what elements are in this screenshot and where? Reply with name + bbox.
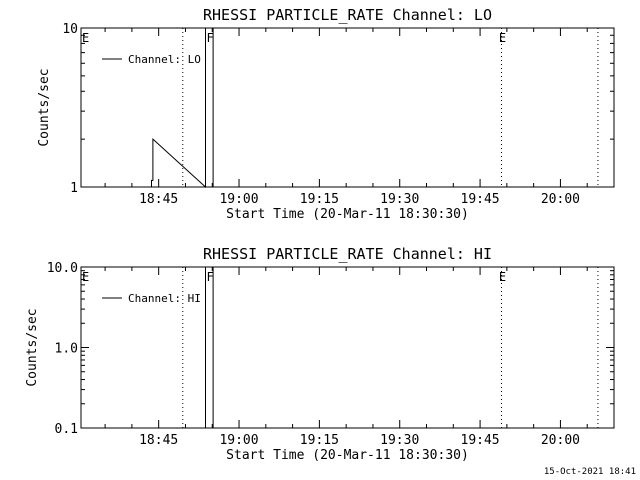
panel2-xtick-label: 18:45: [139, 433, 178, 448]
panel2-ytick-label: 10.0: [47, 261, 78, 276]
panel2-ytick-label: 0.1: [55, 422, 78, 437]
panel2-legend-label: Channel: HI: [128, 292, 201, 305]
panel1-xaxis-label: Start Time (20-Mar-11 18:30:30): [226, 207, 469, 222]
panel2-xaxis-label: Start Time (20-Mar-11 18:30:30): [226, 448, 469, 463]
panel2-xtick-label: 19:15: [300, 433, 339, 448]
panel1-flag-e: E: [499, 31, 506, 45]
panel1-xtick-label: 18:45: [139, 192, 178, 207]
panel2-flag-f: F: [207, 270, 214, 284]
panel2-yaxis-label: Counts/sec: [25, 308, 40, 386]
panel1-legend-label: Channel: LO: [128, 53, 201, 66]
panel1-series-line: [151, 27, 214, 189]
panel1-flag-f: F: [207, 31, 214, 45]
panel2-series-line: [205, 266, 214, 428]
panel2-flag-e: E: [499, 270, 506, 284]
panel2-xtick-label: 19:00: [219, 433, 258, 448]
panel1-xtick-label: 19:30: [380, 192, 419, 207]
panel1-plot-frame: [80, 27, 615, 188]
panel1-xtick-label: 20:00: [541, 192, 580, 207]
panel2-xtick-label: 19:45: [461, 433, 500, 448]
footer-timestamp: 15-Oct-2021 18:41: [544, 467, 636, 477]
panel1-title: RHESSI PARTICLE_RATE Channel: LO: [203, 6, 492, 24]
panel1-ytick-label: 10: [62, 22, 78, 37]
panel1-xtick-label: 19:15: [300, 192, 339, 207]
panel2-title: RHESSI PARTICLE_RATE Channel: HI: [203, 245, 492, 263]
panel1-xtick-label: 19:00: [219, 192, 258, 207]
panel1-yaxis-label: Counts/sec: [37, 68, 52, 146]
panel2-xtick-label: 19:30: [380, 433, 419, 448]
panel1-ytick-label: 1: [70, 181, 78, 196]
panel1-xtick-label: 19:45: [461, 192, 500, 207]
panel2-ytick-label: 1.0: [55, 342, 78, 357]
panel1-flag-e: E: [82, 31, 89, 45]
panel2-xtick-label: 20:00: [541, 433, 580, 448]
panel2-flag-e: E: [82, 270, 89, 284]
